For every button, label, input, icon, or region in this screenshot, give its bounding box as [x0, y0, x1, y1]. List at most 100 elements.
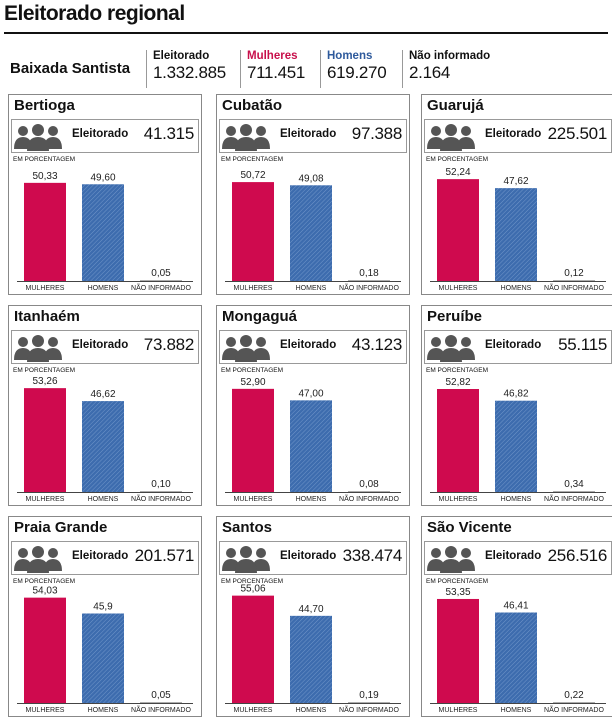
panel-sao-vicente: 53,35 MULHERES 46,41 HOMENS 0,22 NÃO INFORMAD…: [421, 516, 612, 717]
percent-note: EM PORCENTAGEM: [13, 156, 75, 163]
percent-note: EM PORCENTAGEM: [426, 578, 488, 585]
summary-value: 2.164: [409, 63, 451, 82]
bar-mulheres: [232, 182, 274, 281]
eleitorado-value: 338.474: [342, 546, 403, 565]
people-icon: [427, 335, 475, 362]
data-label: 0,08: [359, 479, 379, 490]
bar-homens: [82, 401, 124, 492]
data-label: 50,72: [240, 170, 265, 181]
data-label: 53,26: [32, 376, 57, 387]
bar-mulheres: [24, 182, 66, 281]
summary-label: Eleitorado: [153, 50, 210, 62]
bar-chart: 52,24 MULHERES 47,62 HOMENS 0,12 NÃO INFORMAD…: [430, 167, 606, 292]
city-name: Santos: [222, 519, 273, 536]
data-label: 52,90: [240, 377, 265, 388]
people-icon: [222, 124, 270, 151]
bar-chart: 52,82 MULHERES 46,82 HOMENS 0,34 NÃO INFORMAD…: [430, 377, 606, 503]
panel-santos: 55,06 MULHERES 44,70 HOMENS 0,19 NÃO INFORMAD…: [216, 516, 410, 717]
eleitorado-value: 55.115: [558, 335, 607, 354]
eleitorado-value: 225.501: [547, 124, 608, 143]
eleitorado-label: Eleitorado: [72, 550, 129, 562]
bar-nao-informado: [348, 702, 390, 703]
people-icon: [14, 124, 62, 151]
panel-mongagua: 52,90 MULHERES 47,00 HOMENS 0,08 NÃO INFORMAD…: [216, 305, 410, 506]
category-label: MULHERES: [439, 285, 478, 292]
summary-region: Baixada Santista: [10, 60, 131, 77]
panel-peruibe: 52,82 MULHERES 46,82 HOMENS 0,34 NÃO INFORMAD…: [421, 305, 612, 506]
summary-label: Mulheres: [247, 50, 298, 62]
category-label: NÃO INFORMADO: [131, 283, 191, 292]
bar-homens: [290, 400, 332, 492]
eleitorado-box: Eleitorado 41.315: [11, 119, 199, 153]
category-label: HOMENS: [88, 496, 119, 503]
summary-eleitorado: Eleitorado 1.332.885: [146, 50, 226, 88]
category-label: NÃO INFORMADO: [339, 494, 399, 503]
data-label: 49,08: [298, 173, 323, 184]
people-icon: [222, 335, 270, 362]
eleitorado-label: Eleitorado: [485, 550, 542, 562]
bar-chart: 55,06 MULHERES 44,70 HOMENS 0,19 NÃO INFORMAD…: [225, 584, 401, 714]
eleitorado-label: Eleitorado: [72, 339, 129, 351]
city-name: São Vicente: [427, 519, 512, 536]
percent-note: EM PORCENTAGEM: [426, 156, 488, 163]
people-icon: [14, 546, 62, 573]
percent-note: EM PORCENTAGEM: [13, 367, 75, 374]
category-label: MULHERES: [26, 285, 65, 292]
data-label: 46,41: [503, 601, 528, 612]
panel-cubatao: 50,72 MULHERES 49,08 HOMENS 0,18 NÃO INFORMAD…: [216, 94, 410, 295]
category-label: HOMENS: [501, 496, 532, 503]
summary-value: 1.332.885: [153, 63, 226, 82]
bar-mulheres: [232, 595, 274, 703]
data-label: 47,00: [298, 388, 323, 399]
bar-nao-informado: [140, 280, 182, 281]
panel-itanhaem: 53,26 MULHERES 46,62 HOMENS 0,10 NÃO INFORMAD…: [8, 305, 202, 506]
bar-mulheres: [437, 598, 479, 703]
eleitorado-label: Eleitorado: [485, 128, 542, 140]
data-label: 0,10: [151, 479, 171, 490]
category-label: NÃO INFORMADO: [544, 283, 604, 292]
bar-homens: [290, 185, 332, 281]
data-label: 0,18: [359, 268, 379, 279]
panel-praia-grande: 54,03 MULHERES 45,9 HOMENS 0,05 NÃO INFORMADO…: [8, 516, 202, 717]
eleitorado-label: Eleitorado: [280, 550, 337, 562]
eleitorado-label: Eleitorado: [280, 128, 337, 140]
bar-chart: 52,90 MULHERES 47,00 HOMENS 0,08 NÃO INFORMAD…: [225, 377, 401, 503]
category-label: HOMENS: [501, 285, 532, 292]
category-label: NÃO INFORMADO: [131, 494, 191, 503]
data-label: 47,62: [503, 176, 528, 187]
summary-mulheres: Mulheres 711.451: [240, 50, 305, 88]
bar-nao-informado: [553, 702, 595, 703]
eleitorado-label: Eleitorado: [280, 339, 337, 351]
eleitorado-label: Eleitorado: [485, 339, 542, 351]
category-label: MULHERES: [439, 707, 478, 714]
title-rule: [4, 32, 608, 34]
eleitorado-box: Eleitorado 338.474: [219, 541, 407, 575]
bar-chart: 53,35 MULHERES 46,41 HOMENS 0,22 NÃO INFORMAD…: [430, 587, 606, 714]
data-label: 0,05: [151, 268, 171, 279]
bar-homens: [290, 615, 332, 703]
eleitorado-box: Eleitorado 97.388: [219, 119, 407, 153]
data-label: 54,03: [32, 586, 57, 597]
category-label: NÃO INFORMADO: [131, 705, 191, 714]
data-label: 52,82: [445, 377, 470, 388]
bar-chart: 53,26 MULHERES 46,62 HOMENS 0,10 NÃO INFORMAD…: [17, 376, 193, 503]
data-label: 0,12: [564, 268, 584, 279]
bar-homens: [495, 188, 537, 281]
city-name: Peruíbe: [427, 308, 483, 325]
data-label: 0,34: [564, 479, 584, 490]
eleitorado-box: Eleitorado 201.571: [11, 541, 199, 575]
data-label: 0,19: [359, 690, 379, 701]
page-title: Eleitorado regional: [4, 2, 185, 25]
eleitorado-box: Eleitorado 256.516: [424, 541, 612, 575]
bar-nao-informado: [348, 280, 390, 281]
category-label: MULHERES: [26, 496, 65, 503]
category-label: NÃO INFORMADO: [339, 705, 399, 714]
data-label: 46,82: [503, 389, 528, 400]
panel-bertioga: 50,33 MULHERES 49,60 HOMENS 0,05 NÃO INFORMAD…: [8, 94, 202, 295]
category-label: HOMENS: [88, 285, 119, 292]
bar-homens: [495, 400, 537, 492]
people-icon: [222, 546, 270, 573]
eleitorado-value: 97.388: [351, 124, 403, 143]
category-label: NÃO INFORMADO: [544, 494, 604, 503]
bar-chart: 50,33 MULHERES 49,60 HOMENS 0,05 NÃO INFORMAD…: [17, 171, 193, 292]
